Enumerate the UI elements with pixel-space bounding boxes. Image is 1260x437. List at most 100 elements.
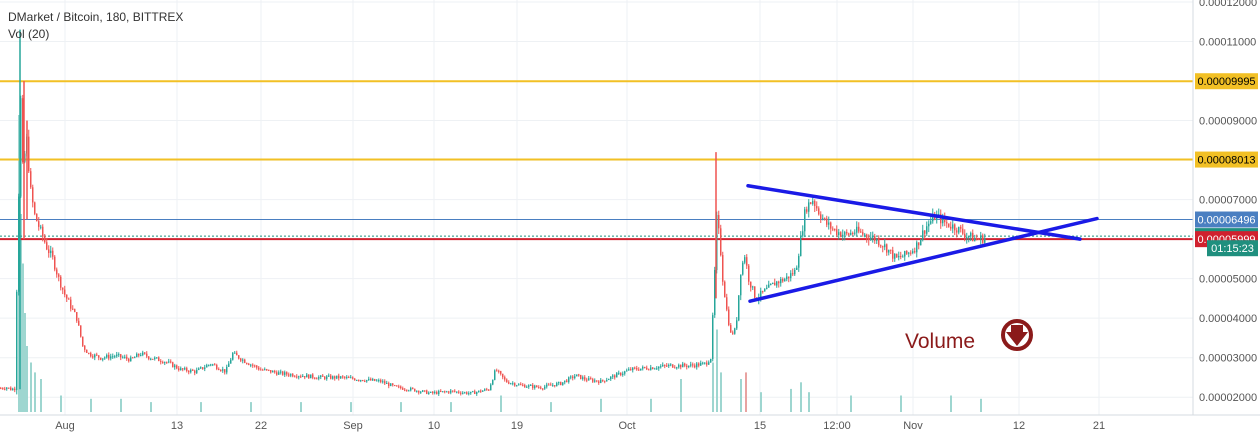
candle-body [782,279,784,282]
candle-body [186,368,188,372]
volume-bar [740,379,742,412]
candle-body [206,365,208,368]
trendline[interactable] [748,216,1099,303]
candle-body [100,357,102,360]
candle-body [538,387,540,389]
candle-body [948,223,950,227]
candle-body [286,372,288,375]
candle-body [660,366,662,368]
candle-body [92,356,94,358]
candle-body [850,232,852,235]
candle-body [736,320,738,329]
time-axis[interactable]: Aug 13 22 Sep 10 19 Oct 15 12:00 Nov 12 21 [55,420,1105,432]
candle-body [670,364,672,366]
candle-body [94,354,96,358]
candle-body [330,375,332,379]
candle-body [314,377,316,379]
candle-body [806,209,808,212]
candle-body [796,267,798,270]
candle-body [382,381,384,383]
candle-body [36,213,38,222]
price-axis[interactable]: 0.00002000 0.00003000 0.00004000 0.00005000… [1199,0,1257,404]
candle-body [222,369,224,371]
candle-body [388,383,390,387]
candle-body [356,380,358,382]
candle-body [228,363,230,367]
candle-body [464,392,466,394]
price-tag: 0.00008013 [1195,151,1258,168]
candle-body [562,382,564,385]
candle-body [744,257,746,263]
candle-body [812,200,814,204]
volume-bar [120,398,122,412]
candle-body [760,290,762,298]
candle-body [888,249,890,253]
candle-body [376,380,378,382]
candle-body [38,221,40,227]
candle-body [178,368,180,370]
volume-bar [60,395,62,412]
candle-body [242,359,244,361]
candle-body [250,364,252,366]
candle-body [764,288,766,292]
candle-body [754,286,756,298]
candle-body [368,378,370,380]
candle-body [534,385,536,388]
candle-body [702,362,704,364]
candle-body [786,276,788,280]
candle-body [748,265,750,282]
candle-body [482,390,484,392]
candle-body [196,369,198,373]
volume-bar [22,263,24,412]
candle-body [550,384,552,386]
candle-body [752,286,754,288]
volume-bar [808,392,810,412]
candle-body [260,369,262,371]
volume-bar [150,402,152,412]
candle-body [252,364,254,366]
candle-body [596,380,598,382]
candle-body [246,362,248,364]
candle-body [640,368,642,371]
candle-body [738,295,740,321]
candle-body [326,376,328,379]
trendline[interactable] [746,184,1082,241]
candle-body [140,355,142,357]
candle-body [402,388,404,390]
candle-body [666,365,668,367]
candle-body [970,232,972,237]
candle-body [918,242,920,246]
horizontal-levels[interactable] [0,80,1193,241]
price-tag-label: 0.00006496 [1197,215,1255,227]
candle-body [410,387,412,391]
trendlines[interactable] [746,184,1099,303]
candle-body [238,355,240,359]
candle-body [930,221,932,224]
candle-body [560,382,562,385]
candle-body [182,368,184,370]
candle-body [502,373,504,378]
candle-body [152,358,154,360]
candle-body [872,236,874,238]
candle-body [700,363,702,366]
candle-body [886,244,888,253]
candle-body [900,256,902,258]
candle-body [590,378,592,380]
volume-bar [26,346,28,412]
candle-body [154,357,156,360]
candle-body [392,383,394,386]
down-arrow-circle-icon [1001,319,1033,351]
candle-body [170,361,172,363]
candle-body [708,362,710,365]
candle-body [190,369,192,373]
candle-body [102,358,104,360]
candle-body [980,235,982,240]
y-tick-label: 0.00002000 [1199,392,1257,404]
candle-body [802,231,804,236]
candle-body [18,196,20,292]
volume-bar [20,214,22,412]
candle-body [548,384,550,386]
candlesticks [0,29,986,396]
candle-body [828,222,830,225]
